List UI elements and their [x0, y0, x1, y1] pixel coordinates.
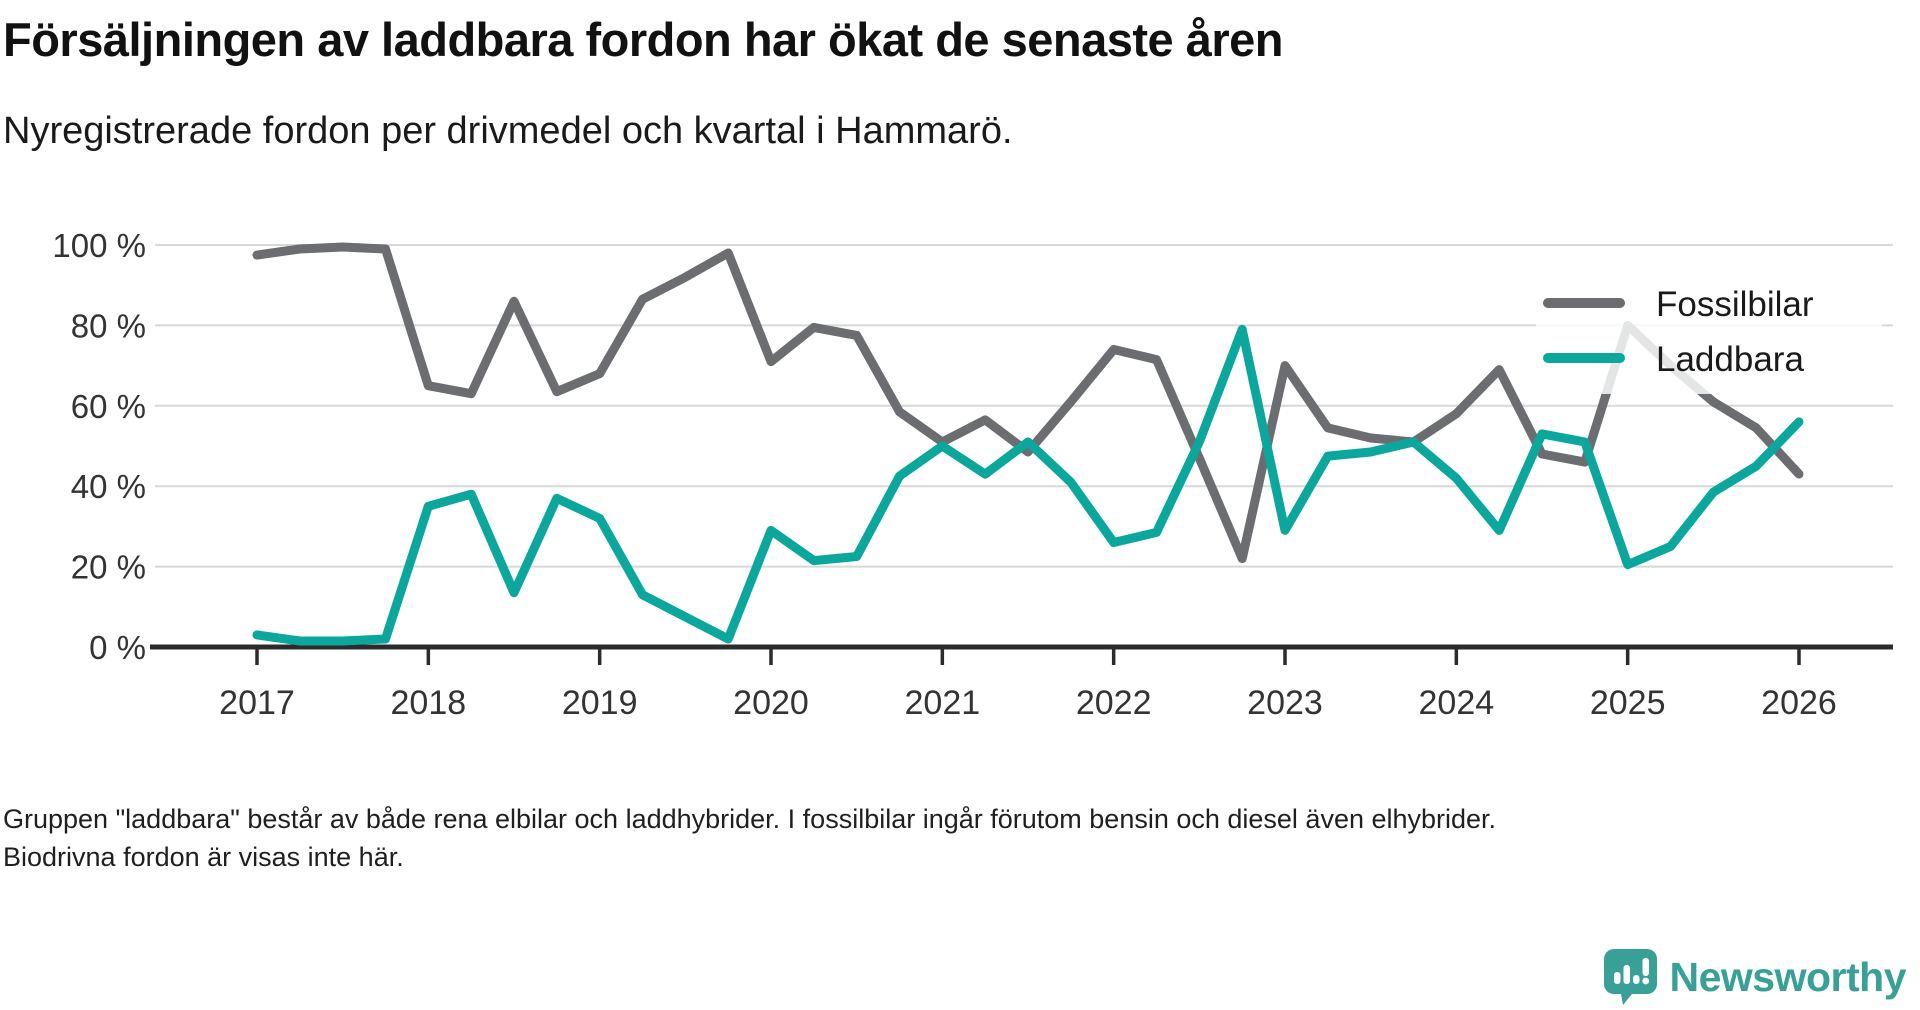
- laddbara-line: [252, 324, 1804, 646]
- chart-subtitle: Nyregistrerade fordon per drivmedel och …: [3, 110, 1013, 152]
- newsworthy-logo-text: Newsworthy: [1669, 953, 1907, 1000]
- y-axis-label-40: 40 %: [71, 468, 146, 505]
- logo-exclamation-dot: [1641, 977, 1649, 985]
- footnote: Gruppen "laddbara" består av både rena e…: [3, 804, 1497, 873]
- x-axis-label-2022: 2022: [1076, 684, 1152, 722]
- y-axis-label-0: 0 %: [89, 629, 146, 666]
- y-axis-label-100: 100 %: [52, 227, 146, 264]
- y-axis-label-80: 80 %: [71, 307, 146, 344]
- fossilbilar-line: [252, 242, 1804, 564]
- x-axis-label-2024: 2024: [1419, 684, 1495, 722]
- logo-bar-2: [1623, 965, 1630, 984]
- chart-title: Försäljningen av laddbara fordon har öka…: [3, 13, 1284, 66]
- legend-background: [1536, 276, 1882, 394]
- x-axis-label-2020: 2020: [733, 684, 809, 722]
- logo-bar-1: [1613, 972, 1620, 984]
- y-axis-label-20: 20 %: [71, 549, 146, 586]
- x-axis-label-2021: 2021: [905, 684, 981, 722]
- x-axis-label-2018: 2018: [391, 684, 467, 722]
- logo-exclamation-bar: [1642, 958, 1649, 976]
- legend-label-laddbara: Laddbara: [1656, 340, 1804, 379]
- x-axis-label-2025: 2025: [1590, 684, 1666, 722]
- x-axis-label-2026: 2026: [1761, 684, 1837, 722]
- legend-label-fossilbilar: Fossilbilar: [1656, 285, 1814, 324]
- newsworthy-logo-icon: [1603, 949, 1657, 1005]
- x-axis-label-2019: 2019: [562, 684, 638, 722]
- logo-bar-3: [1632, 975, 1639, 984]
- x-axis-label-2023: 2023: [1247, 684, 1323, 722]
- newsworthy-logo: Newsworthy: [1603, 949, 1907, 1005]
- y-axis-label-60: 60 %: [71, 388, 146, 425]
- x-axis-label-2017: 2017: [219, 684, 295, 722]
